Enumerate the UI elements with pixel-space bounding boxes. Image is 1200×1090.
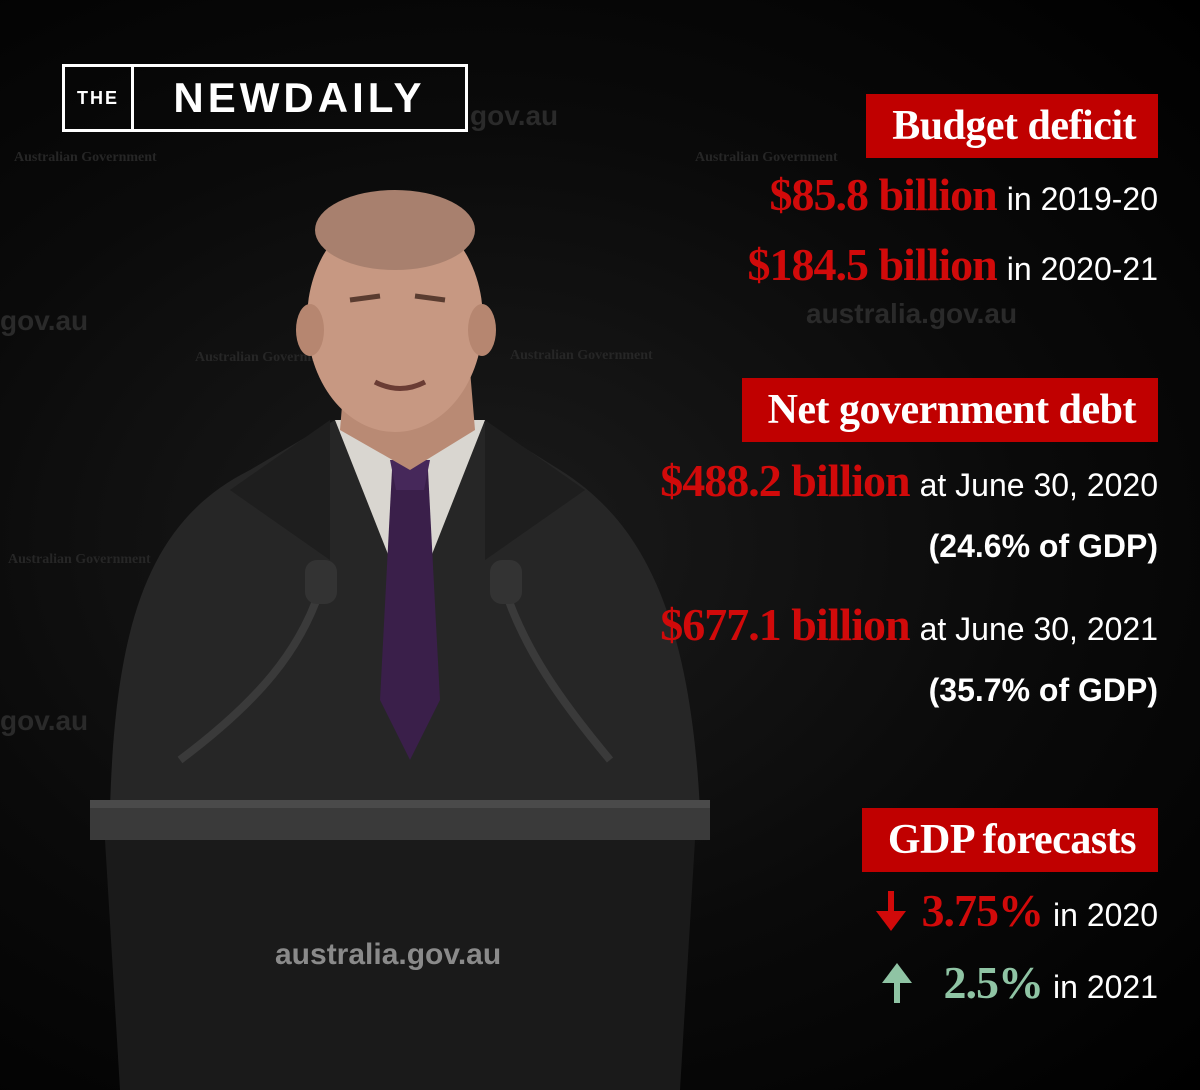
debt-gdp-share: (35.7% of GDP) bbox=[928, 672, 1158, 708]
speaker-photo bbox=[90, 190, 710, 1090]
backdrop-url-text: gov.au bbox=[0, 705, 89, 736]
logo-divider bbox=[131, 67, 134, 129]
net-debt-share: (35.7% of GDP) bbox=[929, 672, 1158, 709]
budget-deficit-line: $85.8 billion in 2019-20 bbox=[769, 168, 1158, 221]
backdrop-gov-text: Australian Government bbox=[695, 150, 838, 165]
debt-amount: $677.1 billion bbox=[660, 599, 910, 650]
net-debt-line: $677.1 billion at June 30, 2021 bbox=[660, 598, 1158, 651]
backdrop-gov-text: Australian Government bbox=[8, 552, 151, 567]
deficit-period: in 2020-21 bbox=[1006, 251, 1158, 287]
deficit-period: in 2019-20 bbox=[1006, 181, 1158, 217]
backdrop-url-text: gov.au bbox=[470, 100, 559, 131]
debt-period: at June 30, 2020 bbox=[919, 467, 1158, 503]
backdrop-gov-text: Australian Government bbox=[510, 348, 653, 363]
arrow-up-icon bbox=[881, 962, 912, 1003]
gdp-forecast-value: 3.75% bbox=[921, 885, 1044, 936]
logo-name: NEWDAILY bbox=[173, 74, 426, 121]
net-debt-line: $488.2 billion at June 30, 2020 bbox=[660, 454, 1158, 507]
logo-prefix: THE bbox=[77, 87, 119, 108]
gdp-forecast-value: 2.5% bbox=[943, 957, 1044, 1008]
net-debt-share: (24.6% of GDP) bbox=[929, 528, 1158, 565]
gdp-forecast-period: in 2021 bbox=[1053, 969, 1158, 1005]
backdrop-url-text: gov.au bbox=[0, 305, 89, 336]
gdp-forecast-line: 2.5% in 2021 bbox=[880, 956, 1158, 1009]
gdp-forecast-period: in 2020 bbox=[1053, 897, 1158, 933]
deficit-amount: $184.5 billion bbox=[747, 239, 997, 290]
backdrop-gov-text: Australian Government bbox=[14, 150, 157, 165]
backdrop-url-text: australia.gov.au bbox=[806, 298, 1018, 329]
gdp-forecasts-heading: GDP forecasts bbox=[861, 808, 1158, 872]
gdp-forecast-line: 3.75% in 2020 bbox=[874, 884, 1158, 937]
arrow-down-icon bbox=[875, 890, 906, 931]
debt-period: at June 30, 2021 bbox=[919, 611, 1158, 647]
newdaily-logo: THE NEWDAILY bbox=[62, 64, 468, 132]
debt-amount: $488.2 billion bbox=[660, 455, 910, 506]
net-debt-heading: Net government debt bbox=[741, 378, 1158, 442]
deficit-amount: $85.8 billion bbox=[769, 169, 997, 220]
budget-deficit-heading: Budget deficit bbox=[866, 94, 1158, 158]
backdrop-gov-text: Australian Government bbox=[195, 350, 338, 365]
debt-gdp-share: (24.6% of GDP) bbox=[928, 528, 1158, 564]
budget-deficit-line: $184.5 billion in 2020-21 bbox=[747, 238, 1158, 291]
podium-text: australia.gov.au bbox=[275, 938, 502, 971]
